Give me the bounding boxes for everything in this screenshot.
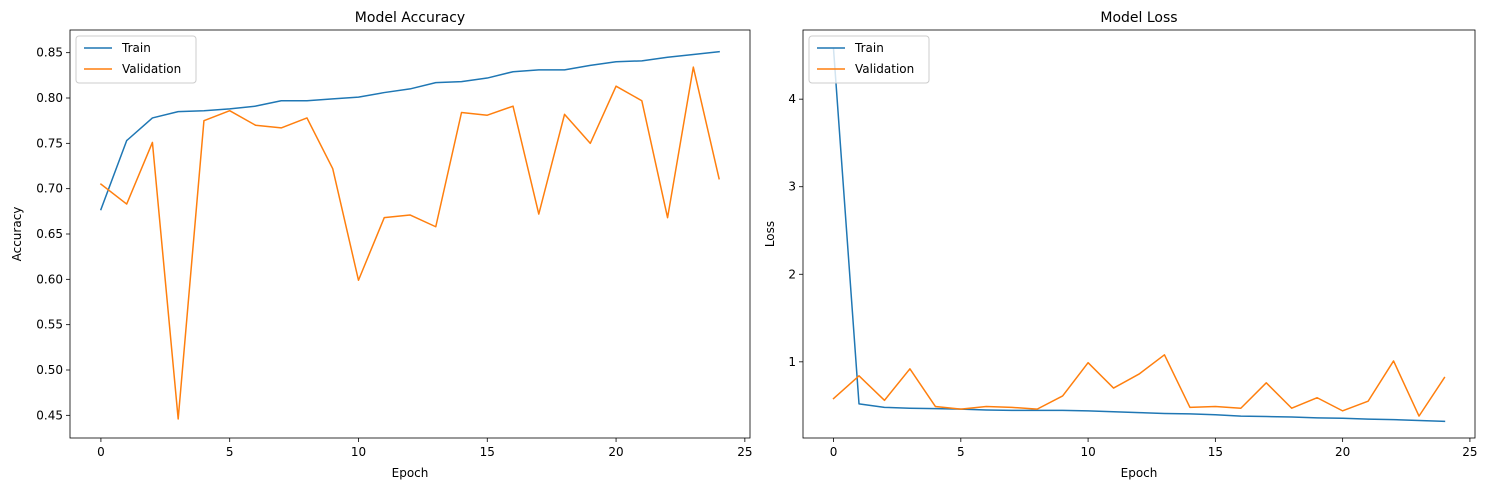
series-line-validation: [832, 354, 1446, 417]
y-axis-label: Accuracy: [10, 207, 24, 262]
y-tick-label: 3: [788, 180, 796, 194]
series-line-validation: [99, 66, 720, 420]
y-tick-label: 0.50: [36, 363, 63, 377]
x-tick-label: 15: [1208, 445, 1223, 459]
x-tick-label: 0: [830, 445, 838, 459]
y-tick-label: 1: [788, 355, 796, 369]
x-tick-label: 10: [351, 445, 366, 459]
x-tick-label: 0: [97, 445, 105, 459]
x-tick-label: 25: [737, 445, 752, 459]
y-tick-label: 0.70: [36, 182, 63, 196]
x-tick-label: 5: [957, 445, 965, 459]
y-tick-label: 0.45: [36, 408, 63, 422]
accuracy-chart: Model Accuracy 0 5 10 15 20 25 0.45 0.50 0.55 0.60…: [10, 10, 752, 480]
y-axis-label: Loss: [763, 221, 777, 247]
legend-label: Validation: [122, 62, 181, 76]
y-tick-label: 0.85: [36, 46, 63, 60]
legend-label: Validation: [855, 62, 914, 76]
y-tick-label: 4: [788, 92, 796, 106]
x-tick-label: 15: [480, 445, 495, 459]
y-tick-label: 0.55: [36, 318, 63, 332]
series-line-train: [832, 48, 1446, 423]
x-tick-label: 5: [226, 445, 234, 459]
x-tick-label: 20: [608, 445, 623, 459]
chart-title: Model Loss: [1100, 10, 1177, 26]
legend-label: Train: [121, 41, 151, 55]
y-tick-label: 0.75: [36, 136, 63, 150]
legend-label: Train: [854, 41, 884, 55]
y-tick-label: 0.80: [36, 91, 63, 105]
x-tick-label: 20: [1335, 445, 1350, 459]
y-tick-label: 0.60: [36, 272, 63, 286]
legend: Train Validation: [808, 35, 930, 84]
x-tick-label: 25: [1462, 445, 1477, 459]
y-tick-label: 0.65: [36, 227, 63, 241]
legend: Train Validation: [75, 35, 197, 84]
x-axis-label: Epoch: [392, 466, 429, 480]
loss-chart: Model Loss 0 5 10 15 20 25 1 2 3 4 Epoch Loss Train Va…: [763, 10, 1478, 480]
y-tick-label: 2: [788, 267, 796, 281]
x-tick-label: 10: [1080, 445, 1095, 459]
axes-frame: [802, 29, 1476, 439]
series-line-train: [99, 50, 720, 211]
chart-title: Model Accuracy: [355, 10, 465, 26]
x-axis-label: Epoch: [1121, 466, 1158, 480]
